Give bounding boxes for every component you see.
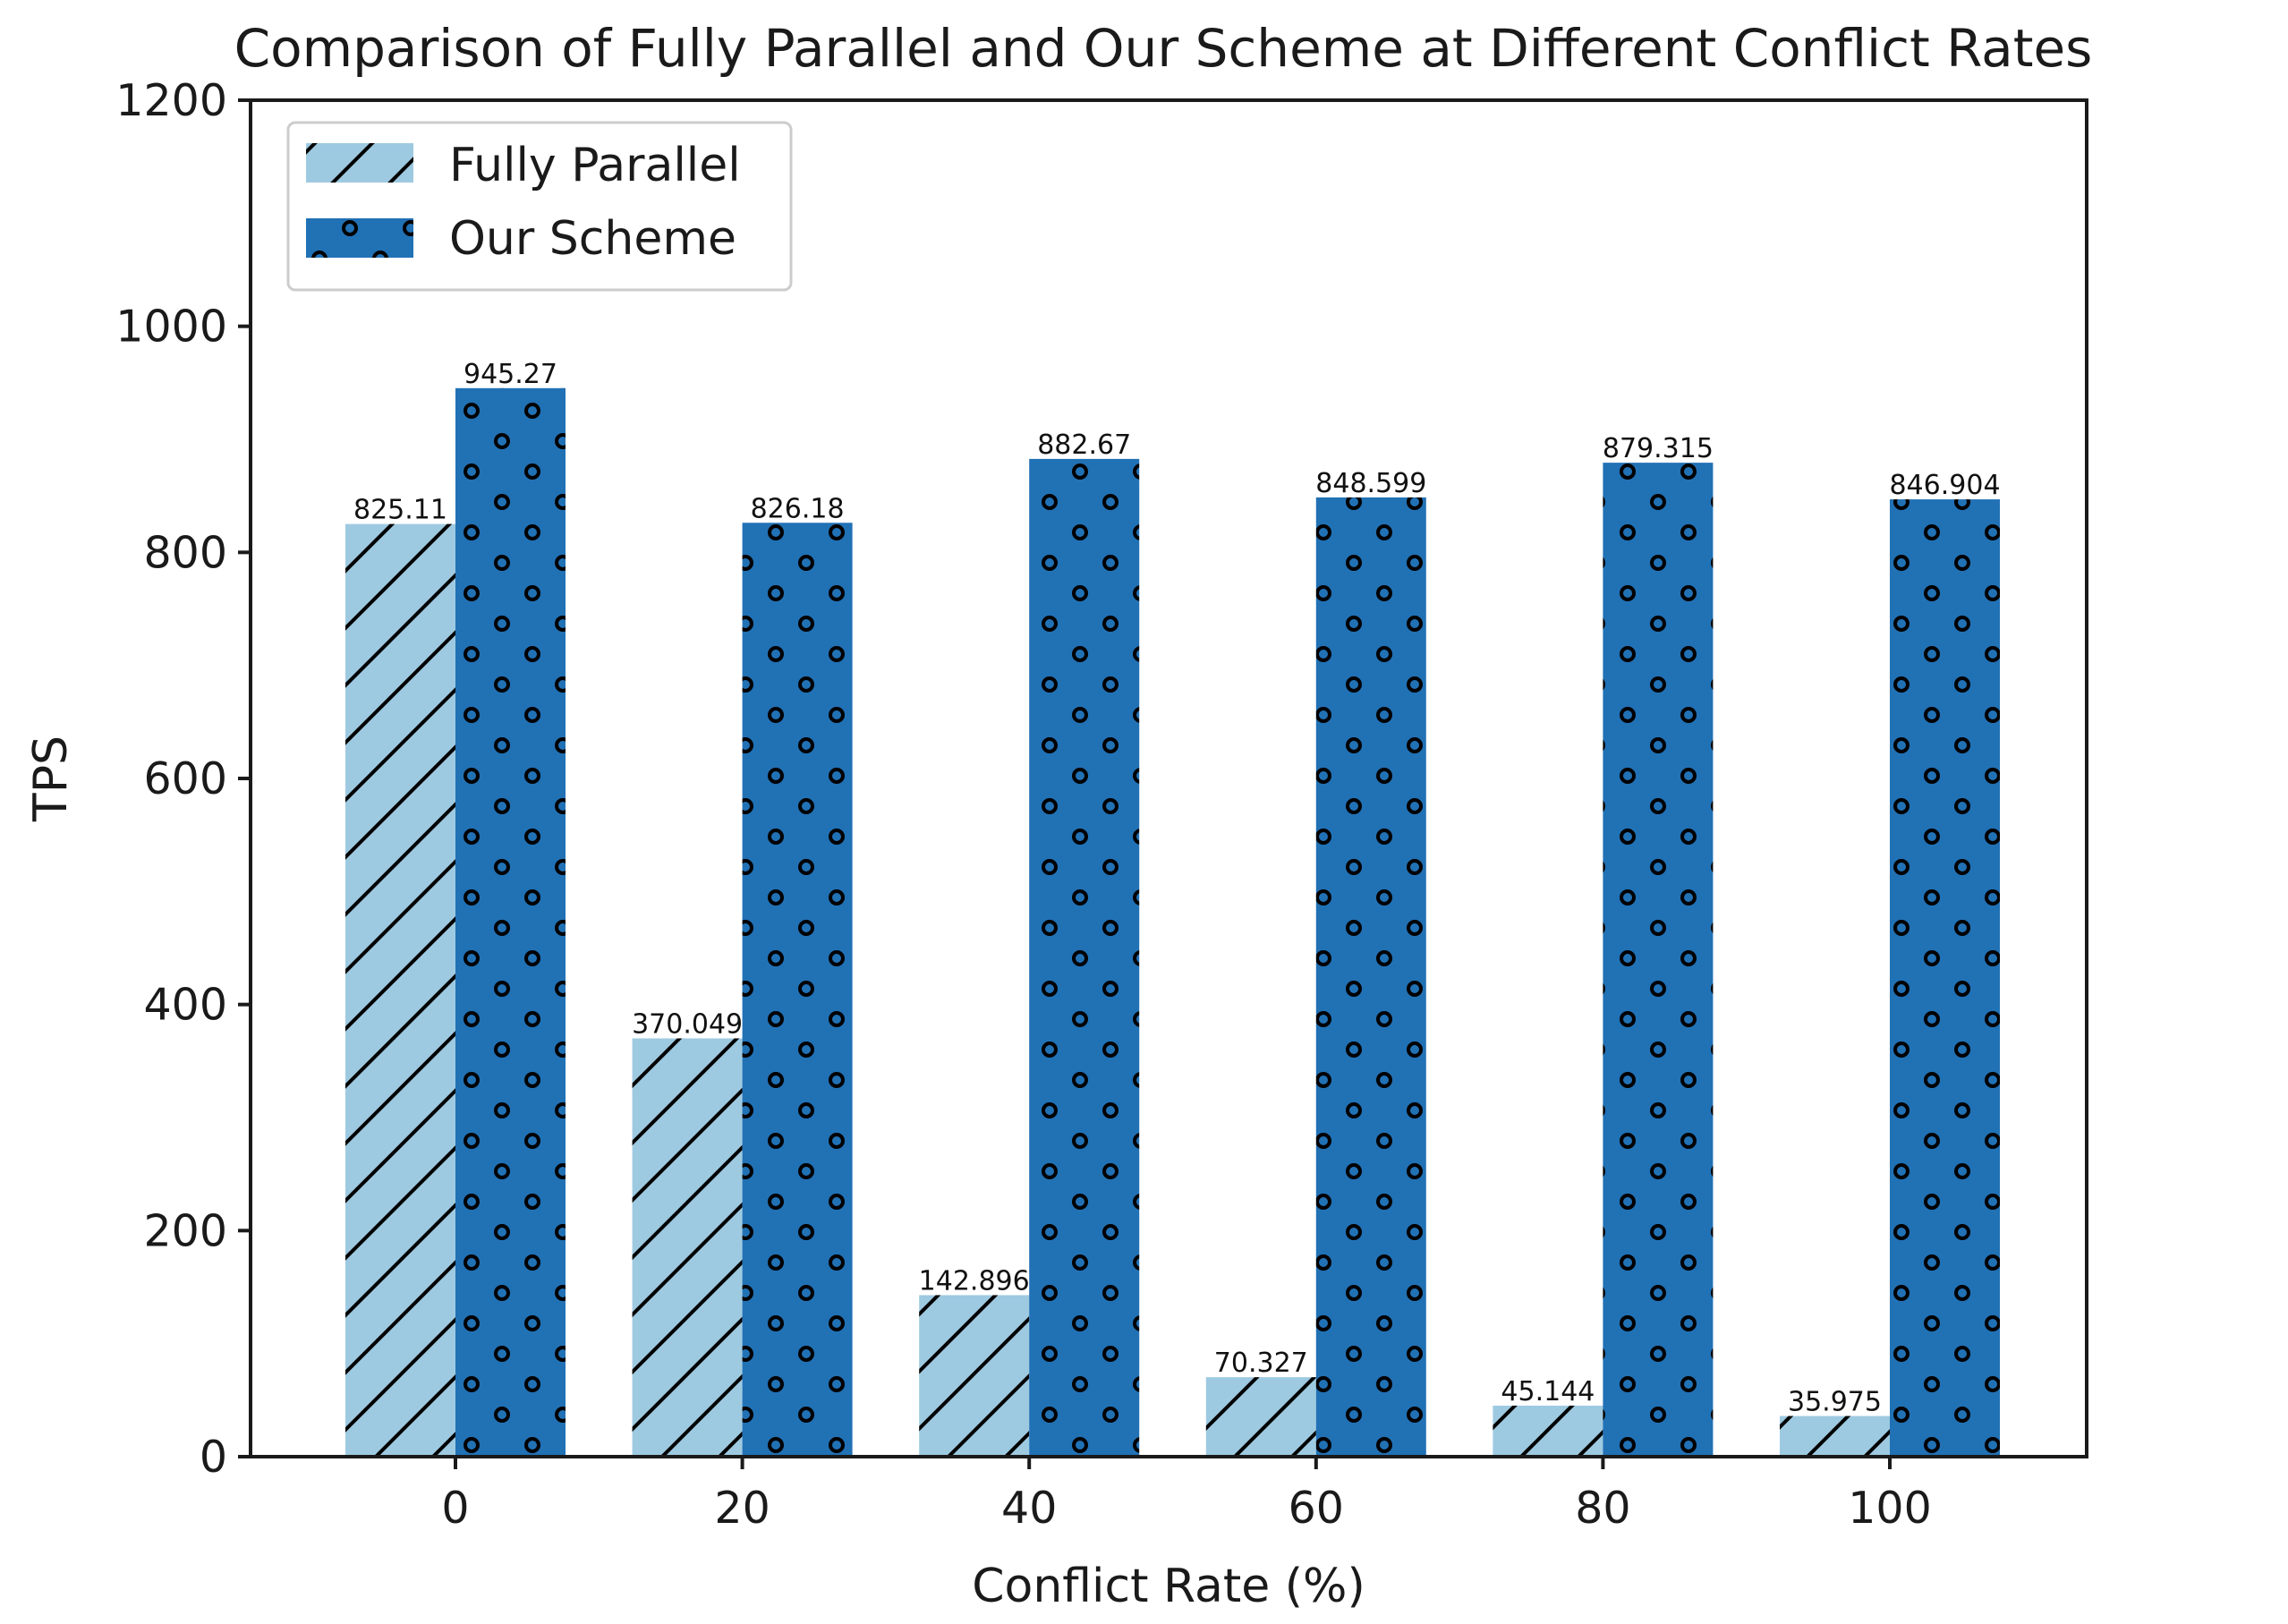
- y-tick-label-0: 0: [200, 1432, 227, 1483]
- x-tick-label-0: 0: [441, 1483, 469, 1534]
- legend-frame: [286, 121, 793, 292]
- x-tick-label-20: 20: [714, 1483, 770, 1534]
- y-tick-label-200: 200: [143, 1205, 227, 1256]
- data-label-fully-parallel-80: 45.144: [1501, 1376, 1595, 1407]
- bar-labels-layer: 825.11 945.27 370.049 826.18 142.896 882.67 70…: [353, 359, 2001, 1418]
- y-tick-label-600: 600: [143, 753, 227, 804]
- bar-our-scheme-40: [1029, 458, 1140, 1457]
- bar-fully-parallel-40: [919, 1295, 1030, 1457]
- y-axis-ticks: 0 200 400 600 800 1000 1200: [115, 75, 251, 1483]
- bar-fully-parallel-100: [1780, 1416, 1890, 1457]
- plot-frame: [249, 98, 2088, 1458]
- data-label-fully-parallel-20: 370.049: [632, 1009, 743, 1041]
- legend-label-our-scheme: Our Scheme: [449, 212, 736, 266]
- data-label-our-scheme-60: 848.599: [1315, 468, 1426, 499]
- y-axis-title: TPS: [24, 735, 78, 822]
- data-label-fully-parallel-0: 825.11: [353, 495, 447, 526]
- bar-our-scheme-80: [1603, 463, 1714, 1457]
- legend-label-fully-parallel: Fully Parallel: [449, 139, 741, 192]
- data-label-our-scheme-20: 826.18: [751, 493, 845, 524]
- data-label-fully-parallel-100: 35.975: [1788, 1387, 1882, 1418]
- data-label-our-scheme-80: 879.315: [1603, 433, 1714, 464]
- x-tick-label-40: 40: [1001, 1483, 1057, 1534]
- data-label-our-scheme-40: 882.67: [1037, 429, 1131, 461]
- y-tick-label-400: 400: [143, 980, 227, 1031]
- y-tick-label-1200: 1200: [115, 75, 227, 126]
- x-axis-title: Conflict Rate (%): [972, 1560, 1365, 1613]
- x-axis-ticks: 0 20 40 60 80 100: [441, 1457, 1932, 1534]
- bar-our-scheme-100: [1890, 499, 2000, 1458]
- x-tick-label-60: 60: [1289, 1483, 1344, 1534]
- x-tick-label-80: 80: [1575, 1483, 1630, 1534]
- x-tick-label-100: 100: [1848, 1483, 1932, 1534]
- bar-fully-parallel-0: [345, 523, 455, 1457]
- bar-fully-parallel-60: [1205, 1377, 1316, 1457]
- data-label-fully-parallel-40: 142.896: [919, 1265, 1030, 1297]
- y-tick-label-1000: 1000: [115, 302, 227, 353]
- data-label-our-scheme-0: 945.27: [464, 359, 557, 390]
- data-label-our-scheme-100: 846.904: [1889, 470, 2000, 501]
- legend-swatch-our-scheme: [306, 218, 413, 258]
- bar-our-scheme-0: [455, 387, 566, 1458]
- bar-fully-parallel-80: [1493, 1405, 1603, 1457]
- legend: Fully Parallel Our Scheme: [286, 121, 793, 292]
- bars-layer: [345, 387, 2000, 1458]
- legend-swatch-fully-parallel: [306, 143, 413, 183]
- chart-title: Comparison of Fully Parallel and Our Sch…: [234, 18, 2093, 79]
- y-tick-label-800: 800: [143, 527, 227, 578]
- data-label-fully-parallel-60: 70.327: [1214, 1348, 1308, 1379]
- bar-our-scheme-60: [1315, 497, 1426, 1458]
- bar-our-scheme-20: [742, 523, 853, 1457]
- bar-fully-parallel-20: [632, 1038, 743, 1457]
